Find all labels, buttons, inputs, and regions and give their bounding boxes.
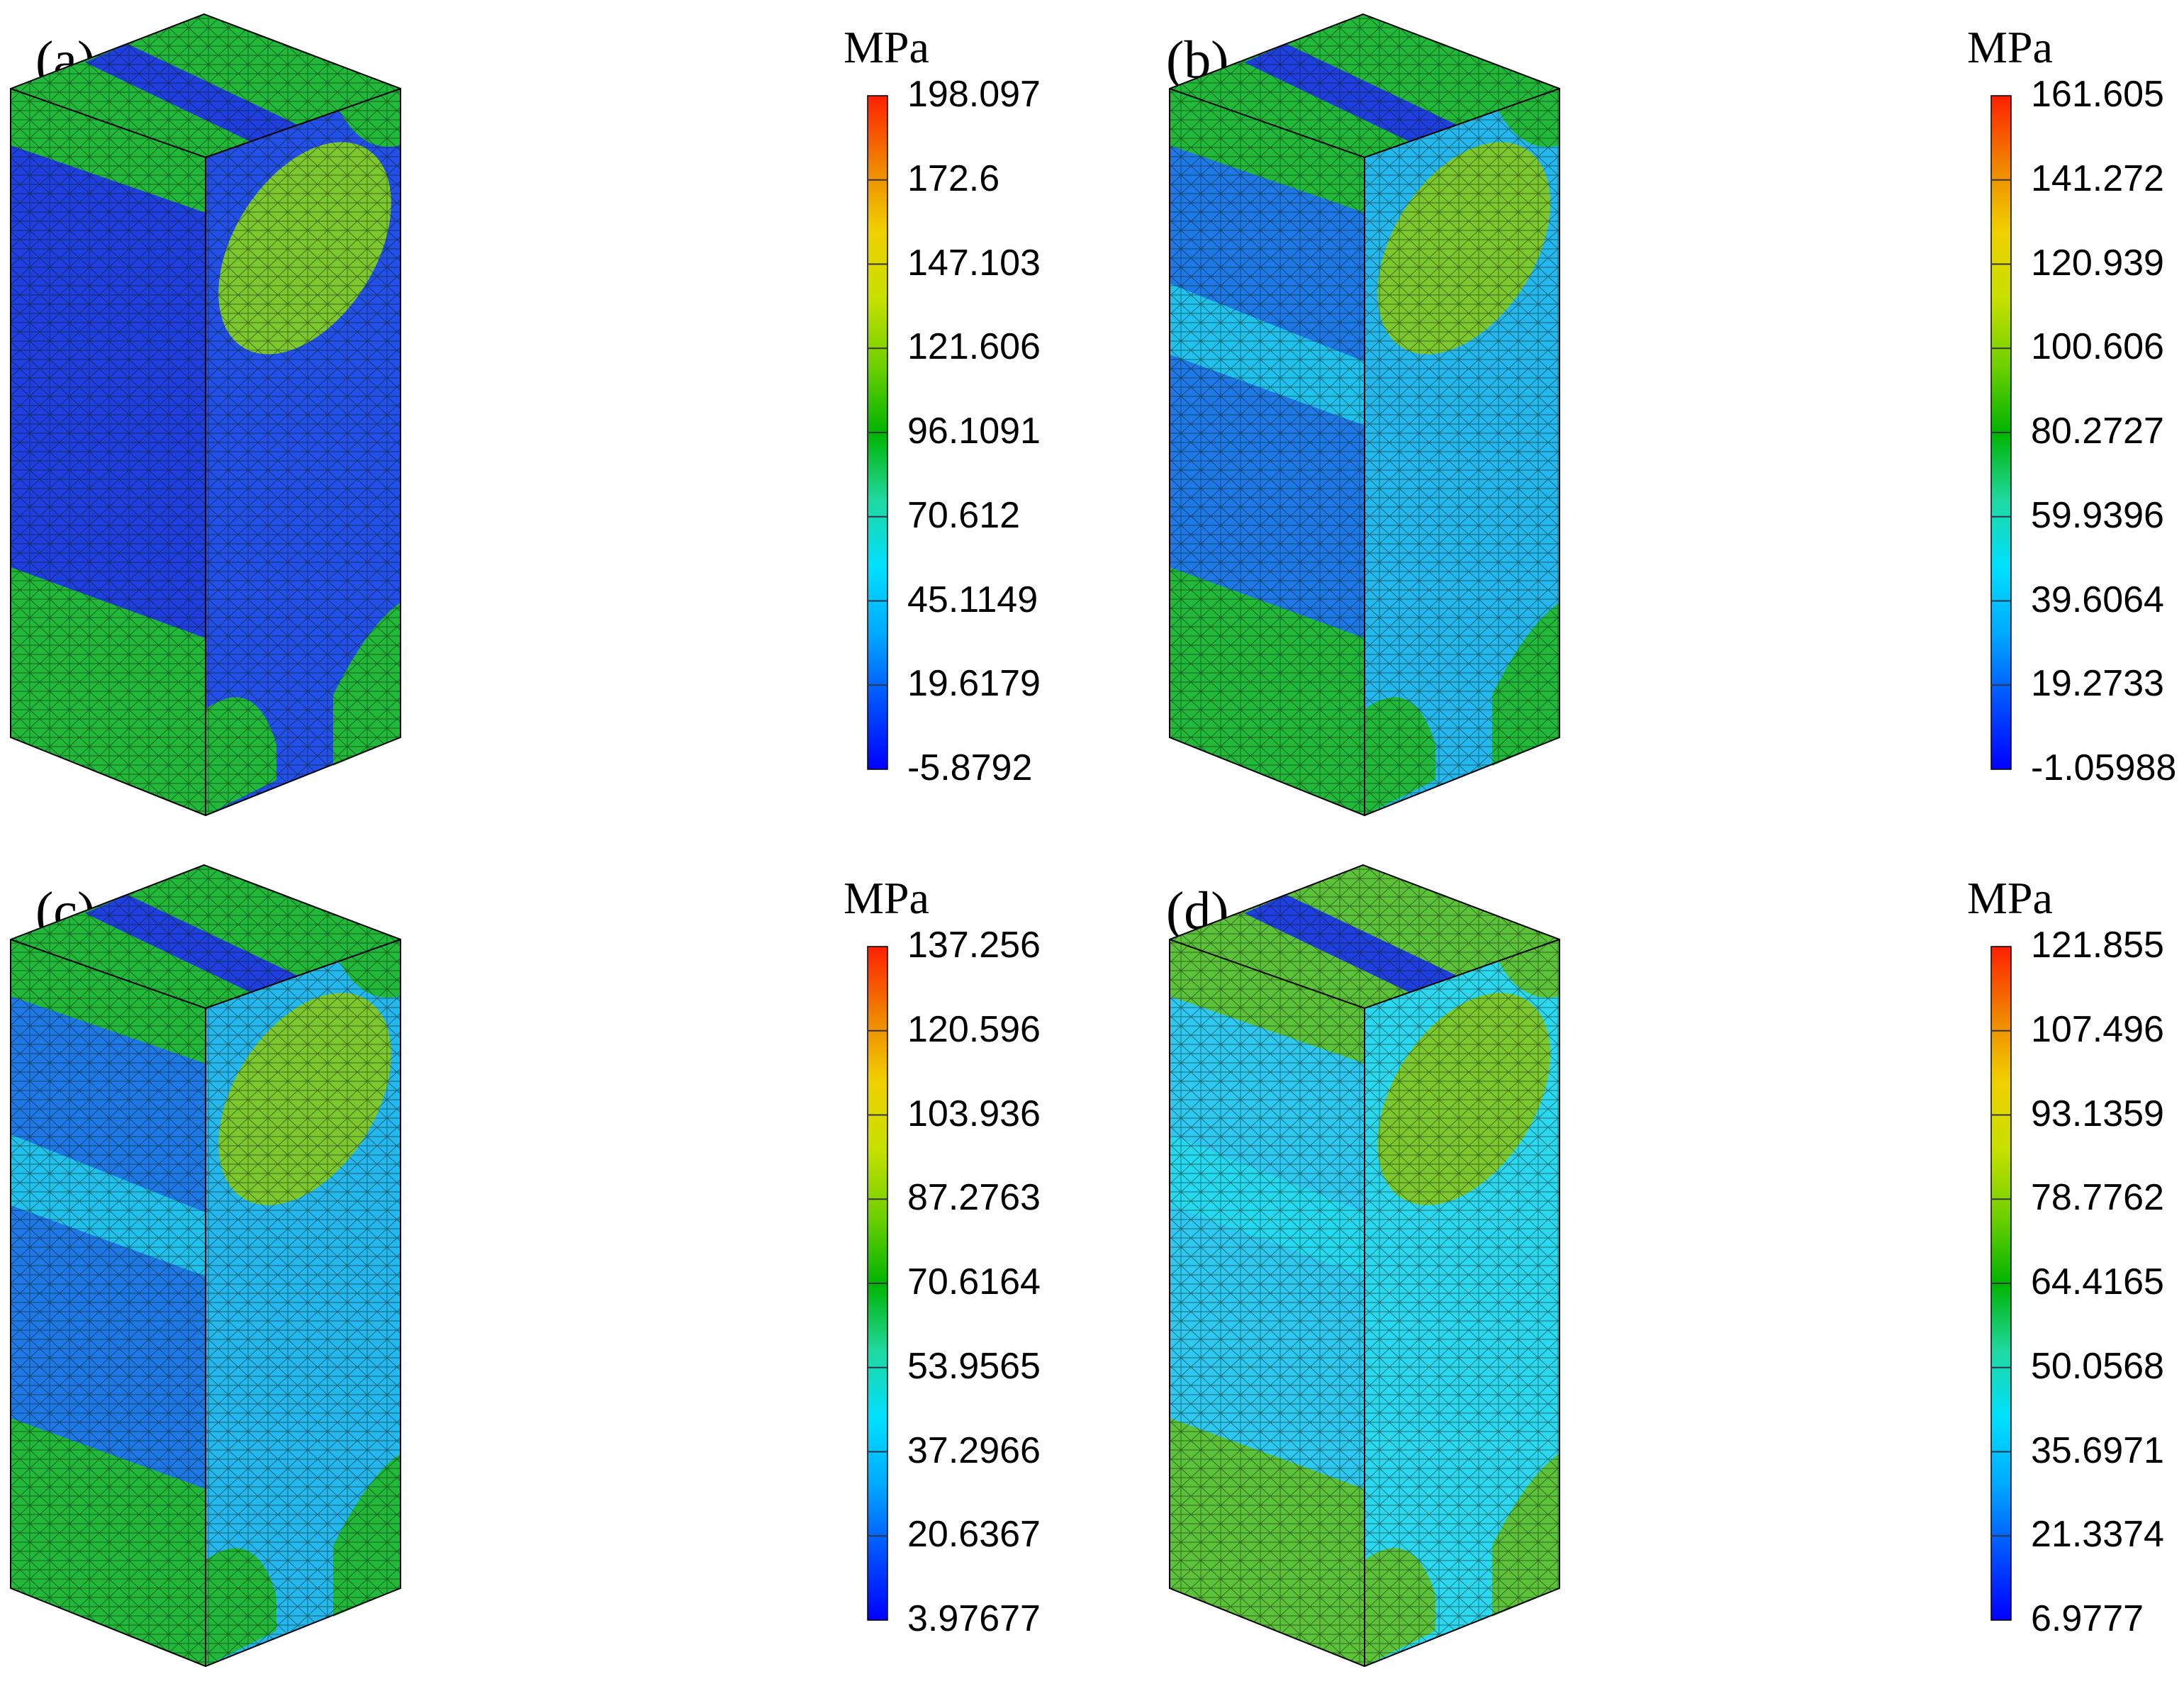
colorbar-tick-label: 93.1359 (2031, 1093, 2164, 1134)
colorbar-tick-label: -1.05988 (2031, 747, 2177, 788)
colorbar-tick-label: 120.939 (2031, 242, 2164, 284)
colorbar-tick-label: 3.97677 (907, 1598, 1041, 1639)
colorbar-tick-label: 96.1091 (907, 411, 1041, 452)
mesh-overlay (1170, 865, 1559, 1008)
colorbar-tick-label: 120.596 (907, 1008, 1041, 1050)
mesh-overlay (11, 14, 401, 157)
colorbar-unit: MPa (844, 873, 929, 923)
mesh-overlay (1170, 14, 1559, 157)
panel-a: (a) MPa 198.097 172.6 147.103 121.606 96.109… (0, 0, 1092, 844)
colorbar-tick-label: 100.606 (2031, 326, 2164, 368)
mesh-overlay (1365, 89, 1559, 815)
colorbar-tick-label: 6.9777 (2031, 1598, 2144, 1639)
colorbar-tick-label: 107.496 (2031, 1008, 2164, 1050)
colorbar-tick-label: 161.605 (2031, 74, 2164, 115)
colorbar-tick-label: 172.6 (907, 157, 1000, 199)
stress-cube-plot (10, 13, 401, 817)
stress-cube-plot (1169, 13, 1560, 817)
colorbar-unit: MPa (1967, 22, 2053, 72)
panel-d: (d) MPa 121.855 107.496 93.1359 78.7762 64.4… (1092, 851, 2183, 1695)
colorbar-tick-label: 198.097 (907, 74, 1041, 115)
colorbar-tick-label: 121.855 (2031, 925, 2164, 966)
colorbar-tick-label: 50.0568 (2031, 1345, 2164, 1387)
colorbar-tick-label: 35.6971 (2031, 1429, 2164, 1471)
colorbar-tick-label: 37.2966 (907, 1429, 1041, 1471)
panel-c: (c) MPa 137.256 120.596 103.936 87.2763 70.6… (0, 851, 1092, 1695)
colorbar-tick-label: -5.8792 (907, 747, 1033, 788)
colorbar-tick-label: 147.103 (907, 242, 1041, 284)
mesh-overlay (206, 939, 401, 1666)
colorbar-tick-label: 103.936 (907, 1093, 1041, 1134)
colorbar-tick-label: 19.2733 (2031, 663, 2164, 705)
panel-b: (b) MPa 161.605 141.272 120.939 100.606 80.2… (1092, 0, 2183, 844)
colorbar-tick-label: 64.4165 (2031, 1261, 2164, 1302)
colorbar-tick-label: 53.9565 (907, 1345, 1041, 1387)
colorbar (1990, 95, 2012, 770)
colorbar-tick-label: 80.2727 (2031, 411, 2164, 452)
colorbar (1990, 946, 2012, 1621)
mesh-overlay (1365, 939, 1559, 1666)
colorbar (867, 95, 888, 770)
colorbar-tick-label: 121.606 (907, 326, 1041, 368)
colorbar-unit: MPa (844, 22, 929, 72)
mesh-overlay (11, 865, 401, 1008)
mesh-overlay (206, 89, 401, 815)
mesh-overlay (11, 939, 206, 1666)
colorbar-tick-label: 137.256 (907, 925, 1041, 966)
mesh-overlay (1170, 939, 1365, 1666)
colorbar-tick-label: 59.9396 (2031, 494, 2164, 536)
colorbar-tick-label: 39.6064 (2031, 579, 2164, 620)
colorbar-tick-label: 21.3374 (2031, 1514, 2164, 1556)
stress-cube-plot (1169, 864, 1560, 1668)
colorbar-tick-label: 87.2763 (907, 1177, 1041, 1219)
stress-cube-plot (10, 864, 401, 1668)
colorbar-unit: MPa (1967, 873, 2053, 923)
colorbar (867, 946, 888, 1621)
mesh-overlay (11, 89, 206, 815)
colorbar-tick-label: 141.272 (2031, 157, 2164, 199)
mesh-overlay (1170, 89, 1365, 815)
colorbar-tick-label: 70.612 (907, 494, 1021, 536)
colorbar-tick-label: 19.6179 (907, 663, 1041, 705)
colorbar-tick-label: 78.7762 (2031, 1177, 2164, 1219)
colorbar-tick-label: 20.6367 (907, 1514, 1041, 1556)
colorbar-tick-label: 45.1149 (907, 579, 1038, 620)
colorbar-tick-label: 70.6164 (907, 1261, 1041, 1302)
